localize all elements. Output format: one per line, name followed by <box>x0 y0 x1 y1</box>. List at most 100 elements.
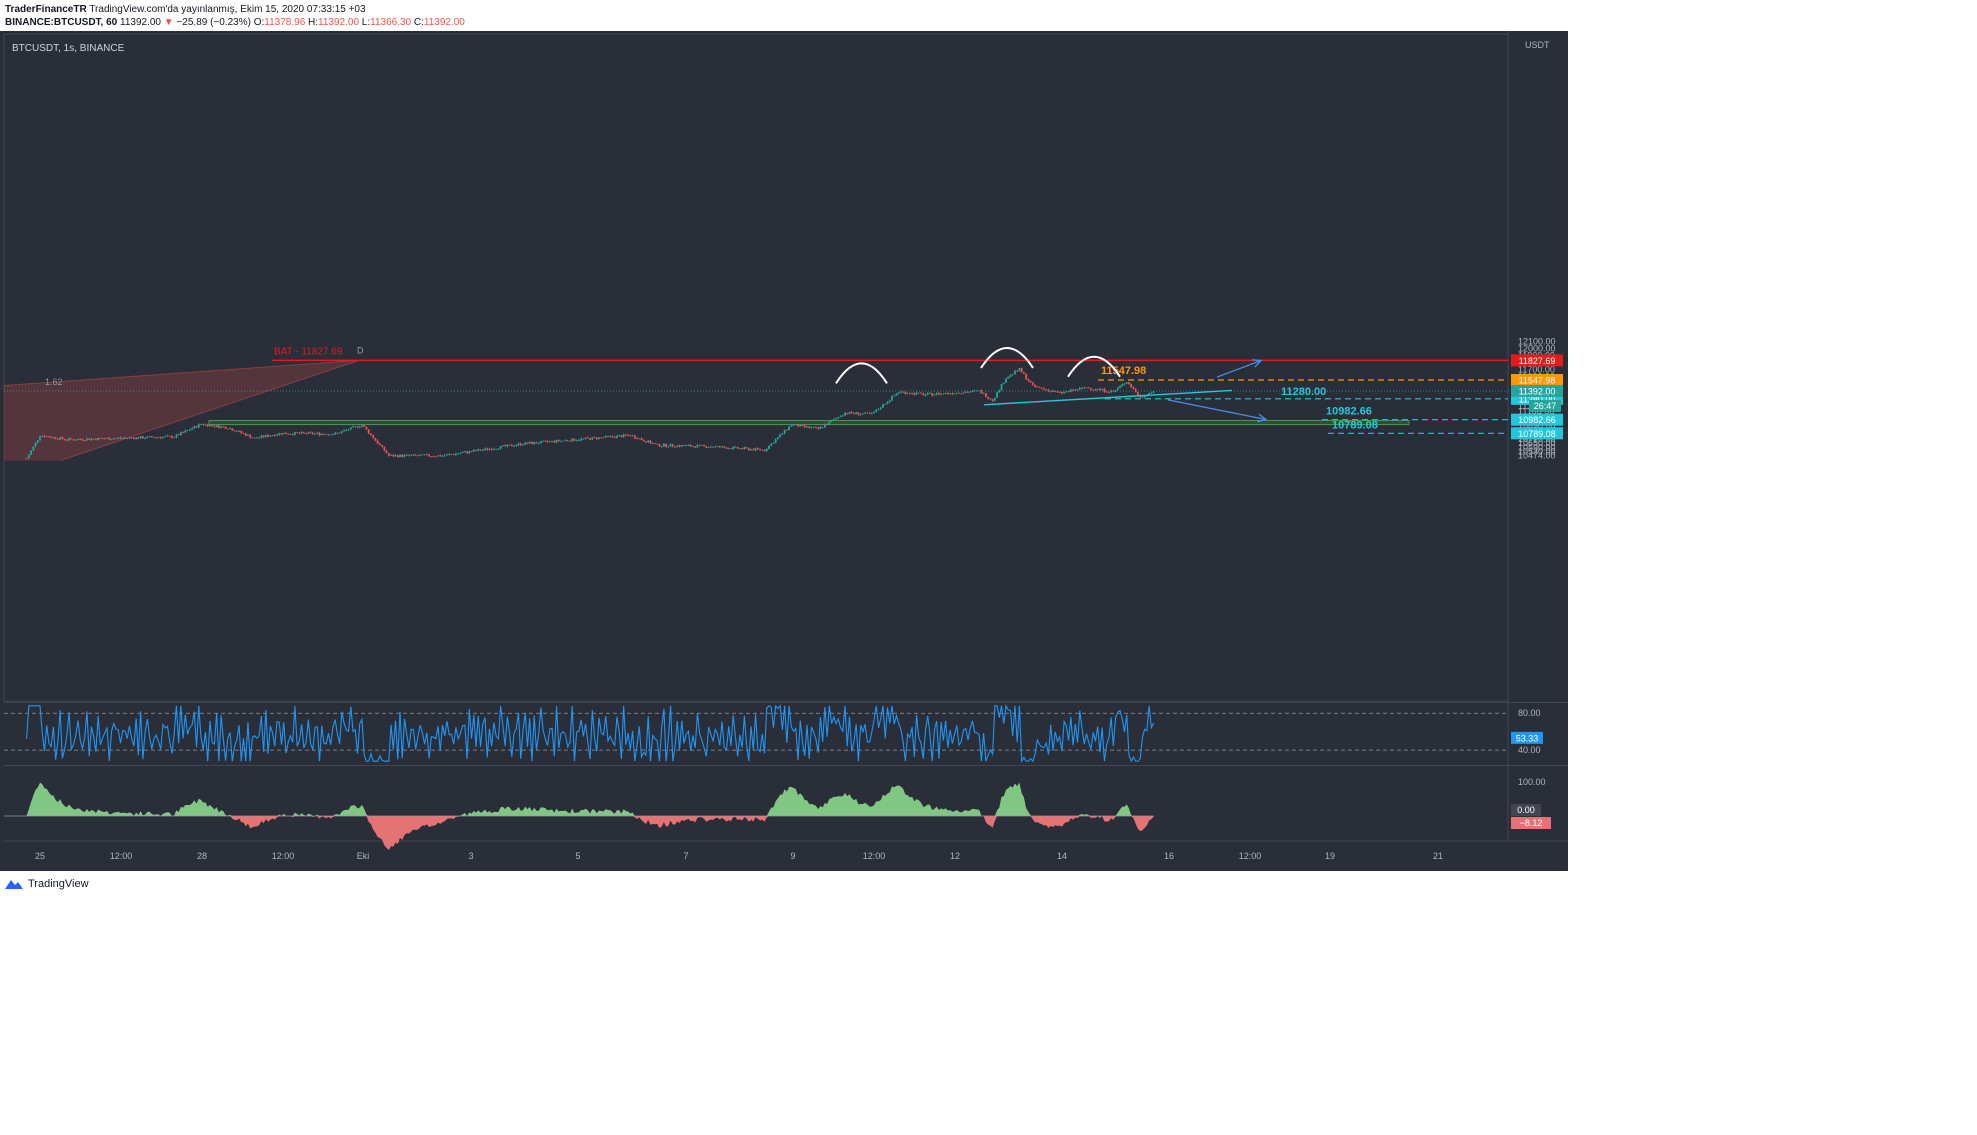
candle-body <box>365 426 368 430</box>
candle-body <box>385 450 388 454</box>
candle-body <box>732 446 735 449</box>
harmonic-pattern-leg <box>3 359 360 386</box>
candle-body <box>488 448 491 450</box>
candle-body <box>779 434 782 438</box>
candle-body <box>602 437 605 439</box>
candle-body <box>233 430 236 432</box>
candle-body <box>30 450 32 455</box>
candle-body <box>276 434 278 436</box>
macd-value-tag <box>1511 817 1551 829</box>
candle-body <box>484 448 486 450</box>
candle-body <box>768 445 770 450</box>
candle-body <box>926 393 929 395</box>
candle-body <box>1132 387 1135 390</box>
candle-body <box>678 445 681 447</box>
candle-body <box>200 424 202 426</box>
candle-body <box>269 435 272 437</box>
candle-body <box>323 433 325 435</box>
candle-body <box>159 437 162 439</box>
candle-body <box>770 443 773 446</box>
candle-body <box>569 440 571 442</box>
candle-body <box>689 445 692 447</box>
candle-body <box>425 454 428 456</box>
candle-body <box>59 437 62 440</box>
candle-body <box>367 429 370 434</box>
candle-body <box>1065 391 1068 393</box>
candle-body <box>949 393 951 395</box>
candle-body <box>629 435 632 437</box>
candle-body <box>917 392 920 394</box>
candle-body <box>958 392 960 394</box>
macd-zero-text: 0.00 <box>1517 805 1535 815</box>
candle-body <box>124 437 126 439</box>
candles <box>25 367 1155 460</box>
candle-body <box>777 437 779 440</box>
candle-body <box>1005 378 1007 383</box>
candle-body <box>486 448 489 450</box>
macd-tick-label: 100.00 <box>1518 777 1546 787</box>
candle-body <box>598 437 600 440</box>
candle-body <box>613 436 616 438</box>
candle-body <box>700 444 703 446</box>
candle-body <box>334 432 337 435</box>
candle-body <box>352 426 354 428</box>
candle-body <box>792 424 795 426</box>
level-price-tag-text: 10789.08 <box>1518 429 1556 439</box>
candle-body <box>32 446 35 451</box>
candle-body <box>1020 367 1023 373</box>
candle-body <box>27 454 30 459</box>
candle-body <box>627 435 629 437</box>
candle-body <box>844 412 846 416</box>
candle-body <box>235 431 238 433</box>
h-value: 11392.00 <box>318 17 360 28</box>
candle-body <box>575 440 578 442</box>
candle-body <box>515 445 518 447</box>
chart-area[interactable]: BTCUSDT, 1s, BINANCE USDT1.62D12100.00120… <box>0 31 1568 871</box>
candle-body <box>640 438 643 440</box>
price-tick-label: 10530.00 <box>1518 446 1556 456</box>
candle-body <box>253 437 256 439</box>
candle-body <box>1011 374 1014 376</box>
candle-body <box>155 437 158 439</box>
candle-body <box>204 424 207 426</box>
candle-body <box>251 437 254 439</box>
candle-body <box>1063 391 1066 394</box>
candle-body <box>56 438 59 440</box>
candle-body <box>595 437 598 440</box>
candle-body <box>1148 393 1151 396</box>
candle-body <box>340 431 343 434</box>
candle-body <box>65 439 68 441</box>
candle-body <box>785 429 788 431</box>
candle-body <box>908 393 911 395</box>
candle-body <box>741 448 744 450</box>
price-tick-label: 10590.00 <box>1518 442 1556 452</box>
candle-body <box>211 424 214 426</box>
candle-body <box>403 454 406 457</box>
candle-body <box>108 437 111 440</box>
candle-body <box>797 424 799 427</box>
candle-body <box>933 394 936 396</box>
candle-body <box>642 439 645 442</box>
candle-body <box>468 451 471 454</box>
candle-body <box>864 412 867 414</box>
candle-body <box>356 426 359 428</box>
candle-body <box>52 437 55 438</box>
candle-body <box>991 399 994 402</box>
candle-body <box>141 436 144 439</box>
candle-body <box>752 449 755 451</box>
candle-body <box>439 455 442 457</box>
candle-body <box>794 424 797 426</box>
candle-body <box>247 434 249 436</box>
candle-body <box>586 437 589 439</box>
current-price-tag-text: 11392.00 <box>1519 386 1556 396</box>
candle-body <box>812 427 815 429</box>
candle-body <box>955 392 958 394</box>
candle-body <box>137 437 140 439</box>
candle-body <box>772 442 775 444</box>
candle-body <box>1112 390 1115 392</box>
candle-body <box>434 456 437 458</box>
candle-body <box>387 453 390 456</box>
candle-body <box>79 439 82 440</box>
candle-body <box>942 393 945 395</box>
candle-body <box>206 424 209 427</box>
